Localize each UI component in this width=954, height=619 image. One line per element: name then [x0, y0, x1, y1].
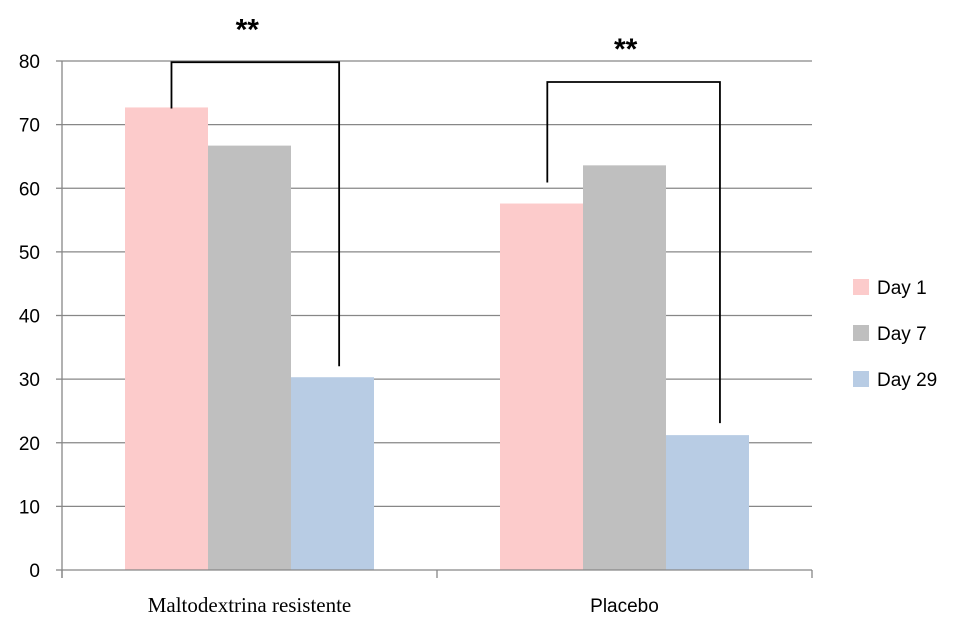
bars	[125, 107, 749, 570]
y-tick-label: 60	[19, 179, 40, 200]
y-tick-label: 0	[29, 561, 40, 582]
legend-swatch	[853, 371, 869, 387]
legend: Day 1 Day 7 Day 29	[853, 278, 937, 391]
bar-day-1-maltodextrina	[125, 107, 208, 570]
bar-day-1-placebo	[500, 203, 583, 570]
y-tick-label: 50	[19, 243, 40, 264]
x-category-label: Maltodextrina resistente	[148, 593, 352, 617]
bar-day-29-maltodextrina	[291, 377, 374, 570]
y-tick-label: 40	[19, 307, 40, 328]
significance-brackets: ** **	[170, 13, 721, 424]
legend-swatch	[853, 325, 869, 341]
y-tick-label: 30	[19, 370, 40, 391]
significance-bracket	[170, 61, 341, 367]
y-tick-label: 20	[19, 434, 40, 455]
y-tick-label: 80	[19, 52, 40, 73]
y-tick-label: 10	[19, 497, 40, 518]
significance-bracket	[546, 81, 721, 424]
significance-label: **	[236, 13, 260, 46]
bar-day-7-maltodextrina	[208, 145, 291, 570]
legend-label: Day 29	[877, 370, 937, 391]
x-category-label: Placebo	[590, 596, 659, 617]
legend-swatch	[853, 279, 869, 295]
legend-label: Day 1	[877, 278, 927, 299]
significance-label: **	[614, 33, 638, 66]
axes: 0 10 20 30 40 50 60 70 80 Maltodextrina resistent…	[19, 52, 813, 617]
bar-day-29-placebo	[666, 435, 749, 570]
bar-day-7-placebo	[583, 165, 666, 570]
y-tick-label: 70	[19, 116, 40, 137]
legend-label: Day 7	[877, 324, 927, 345]
